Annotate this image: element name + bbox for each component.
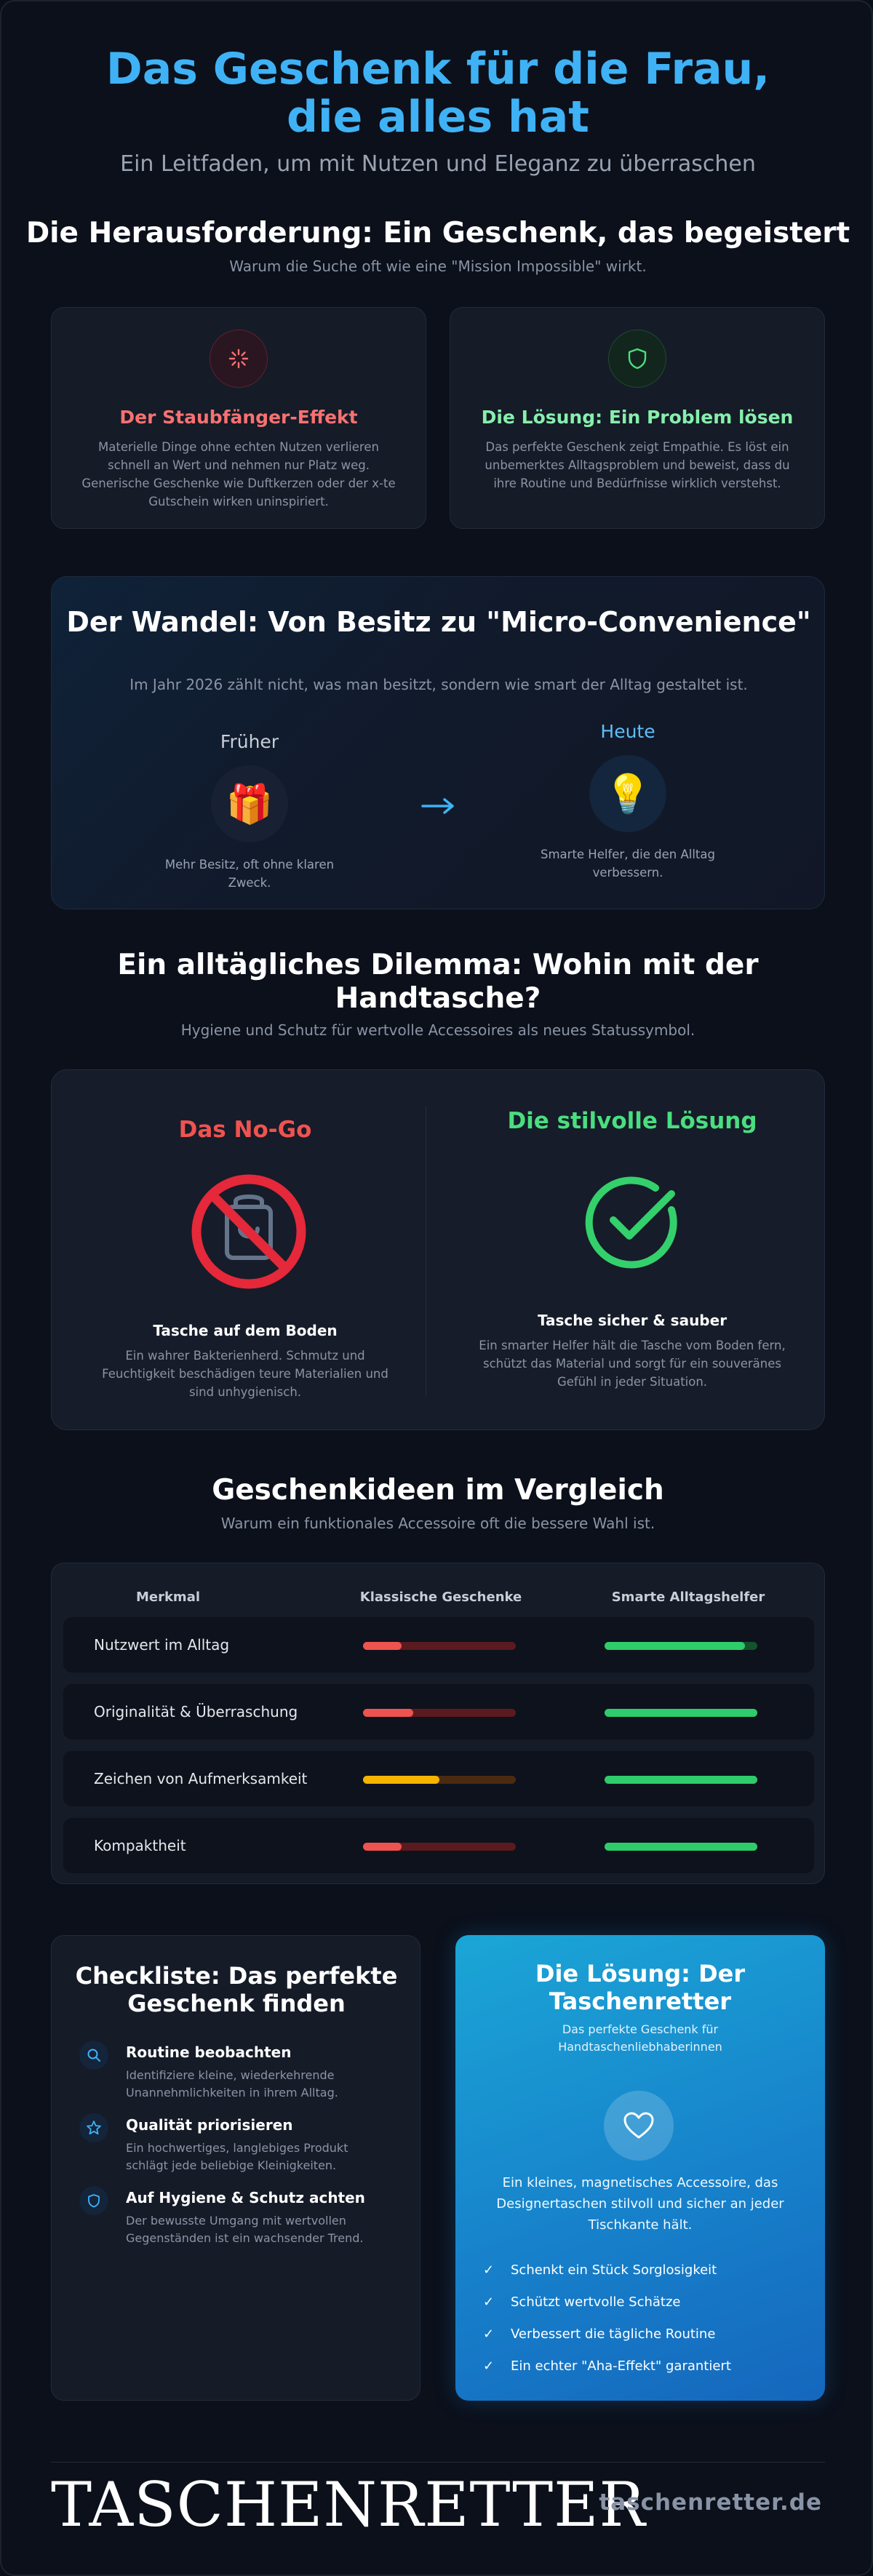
card-text: Materielle Dinge ohne echten Nutzen verl… bbox=[81, 440, 396, 509]
checklist-item-title: Qualität priorisieren bbox=[126, 2116, 293, 2134]
classic-bar-track bbox=[363, 1709, 516, 1717]
shift-subtitle: Im Jahr 2026 zählt nicht, was man besitz… bbox=[129, 676, 748, 693]
problem-solving-card: Die Lösung: Ein Problem lösen Das perfek… bbox=[450, 307, 825, 529]
row-label: Nutzwert im Alltag bbox=[94, 1636, 230, 1654]
era-label: Heute bbox=[600, 721, 655, 742]
smart-bar-track bbox=[605, 1843, 757, 1851]
row-label: Kompaktheit bbox=[94, 1837, 186, 1854]
arrow-right-icon bbox=[420, 795, 458, 817]
checklist-item-text: Ein hochwertiges, langlebiges Produkt sc… bbox=[126, 2141, 348, 2172]
challenge-subtitle: Warum die Suche oft wie eine "Mission Im… bbox=[229, 258, 647, 275]
solution-column: Die stilvolle Lösung Tasche sicher & sau… bbox=[439, 1070, 826, 1431]
comparison-title: Geschenkideen im Vergleich bbox=[212, 1474, 664, 1507]
shield-icon bbox=[79, 2186, 108, 2215]
table-row: Zeichen von Aufmerksamkeit bbox=[63, 1751, 814, 1806]
column-header: Klassische Geschenke bbox=[359, 1590, 522, 1605]
smart-bar-fill bbox=[605, 1776, 757, 1784]
smart-bar-fill bbox=[605, 1709, 757, 1717]
product-subtitle: Das perfekte Geschenk für Handtaschenlie… bbox=[558, 2022, 722, 2054]
era-now: Heute 💡 Smarte Helfer, die den Alltag ve… bbox=[526, 721, 730, 882]
smart-bar-fill bbox=[605, 1642, 746, 1650]
card-title: Der Staubfänger-Effekt bbox=[119, 407, 358, 428]
row-label: Originalität & Überraschung bbox=[94, 1703, 298, 1720]
era-label: Früher bbox=[220, 731, 279, 752]
nogo-column: Das No-Go Tasche auf dem Boden Ein wahre… bbox=[52, 1070, 439, 1431]
footer-divider bbox=[51, 2462, 825, 2463]
star-icon bbox=[79, 2113, 108, 2142]
table-row: Nutzwert im Alltag bbox=[63, 1617, 814, 1672]
era-before: Früher 🎁 Mehr Besitz, oft ohne klaren Zw… bbox=[148, 731, 351, 892]
product-text: Ein kleines, magnetisches Accessoire, da… bbox=[496, 2175, 784, 2233]
dilemma-subtitle: Hygiene und Schutz für wertvolle Accesso… bbox=[180, 1021, 695, 1039]
shift-title: Der Wandel: Von Besitz zu "Micro-Conveni… bbox=[66, 606, 811, 638]
card-text: Das perfekte Geschenk zeigt Empathie. Es… bbox=[485, 440, 790, 490]
benefit-item: ✓ Verbessert die tägliche Routine bbox=[483, 2326, 716, 2342]
checkmark-icon: ✓ bbox=[483, 2326, 495, 2342]
checklist-title: Checkliste: Das perfekte Geschenk finden bbox=[75, 1962, 398, 2017]
classic-bar-fill bbox=[363, 1642, 402, 1650]
dilemma-panel: Das No-Go Tasche auf dem Boden Ein wahre… bbox=[51, 1069, 825, 1430]
column-header: Smarte Alltagshelfer bbox=[611, 1590, 765, 1605]
checklist-panel: Checkliste: Das perfekte Geschenk finden… bbox=[51, 1935, 420, 2401]
classic-bar-fill bbox=[363, 1843, 402, 1851]
search-icon bbox=[79, 2041, 108, 2070]
smart-bar-track bbox=[605, 1709, 757, 1717]
checkmark-icon: ✓ bbox=[483, 2294, 495, 2310]
no-bag-icon bbox=[189, 1172, 308, 1291]
solution-heading: Die stilvolle Lösung bbox=[507, 1108, 757, 1134]
comparison-table: Merkmal Klassische Geschenke Smarte Allt… bbox=[51, 1563, 825, 1884]
smart-bar-track bbox=[605, 1776, 757, 1784]
comparison-subtitle: Warum ein funktionales Accessoire oft di… bbox=[220, 1515, 655, 1532]
hero: Das Geschenk für die Frau, die alles hat… bbox=[1, 44, 872, 177]
nogo-text: Ein wahrer Bakterienherd. Schmutz und Fe… bbox=[102, 1349, 388, 1399]
dust-collector-card: Der Staubfänger-Effekt Materielle Dinge … bbox=[51, 307, 426, 529]
nogo-title: Tasche auf dem Boden bbox=[153, 1322, 338, 1339]
benefit-item: ✓ Ein echter "Aha-Effekt" garantiert bbox=[483, 2358, 731, 2374]
checklist-item-text: Der bewusste Umgang mit wertvollen Gegen… bbox=[126, 2214, 364, 2245]
smart-bar-fill bbox=[605, 1843, 757, 1851]
smart-bar-track bbox=[605, 1642, 757, 1650]
benefit-item: ✓ Schützt wertvolle Schätze bbox=[483, 2294, 681, 2310]
classic-bar-fill bbox=[363, 1776, 439, 1784]
era-text: Mehr Besitz, oft ohne klaren Zweck. bbox=[164, 858, 335, 890]
table-row: Kompaktheit bbox=[63, 1818, 814, 1873]
dilemma-title: Ein alltägliches Dilemma: Wohin mit der … bbox=[117, 949, 759, 1015]
challenge-title: Die Herausforderung: Ein Geschenk, das b… bbox=[25, 217, 850, 250]
product-title: Die Lösung: Der Taschenretter bbox=[535, 1960, 746, 2015]
product-panel: Die Lösung: Der Taschenretter Das perfek… bbox=[455, 1935, 825, 2401]
checkmark-icon: ✓ bbox=[483, 2262, 495, 2278]
brand-logo: TASCHENRETTER bbox=[51, 2469, 646, 2540]
sparkle-icon bbox=[210, 330, 268, 388]
benefit-item: ✓ Schenkt ein Stück Sorglosigkeit bbox=[483, 2262, 717, 2278]
domain-link[interactable]: taschenretter.de bbox=[599, 2489, 822, 2516]
era-text: Smarte Helfer, die den Alltag verbessern… bbox=[541, 848, 715, 880]
lightbulb-icon: 💡 bbox=[589, 755, 666, 832]
row-label: Zeichen von Aufmerksamkeit bbox=[94, 1770, 308, 1787]
shield-icon bbox=[608, 330, 666, 388]
card-title: Die Lösung: Ein Problem lösen bbox=[481, 407, 794, 428]
column-header: Merkmal bbox=[135, 1590, 201, 1605]
table-row: Originalität & Überraschung bbox=[63, 1684, 814, 1739]
classic-bar-track bbox=[363, 1843, 516, 1851]
check-circle-icon bbox=[583, 1172, 682, 1271]
shift-panel: Der Wandel: Von Besitz zu "Micro-Conveni… bbox=[51, 576, 825, 909]
checklist-item-text: Identifiziere kleine, wiederkehrende Una… bbox=[126, 2068, 338, 2100]
solution-title: Tasche sicher & sauber bbox=[537, 1312, 728, 1329]
classic-bar-track bbox=[363, 1776, 516, 1784]
gift-icon: 🎁 bbox=[211, 765, 288, 842]
checkmark-icon: ✓ bbox=[483, 2358, 495, 2374]
page-subtitle: Ein Leitfaden, um mit Nutzen und Eleganz… bbox=[120, 151, 756, 177]
checklist-item-title: Routine beobachten bbox=[126, 2043, 292, 2061]
nogo-heading: Das No-Go bbox=[178, 1117, 312, 1143]
classic-bar-fill bbox=[363, 1709, 414, 1717]
classic-bar-track bbox=[363, 1642, 516, 1650]
heart-icon bbox=[604, 2091, 674, 2161]
solution-text: Ein smarter Helfer hält die Tasche vom B… bbox=[479, 1339, 786, 1389]
checklist-item-title: Auf Hygiene & Schutz achten bbox=[126, 2189, 365, 2206]
page-title: Das Geschenk für die Frau, die alles hat bbox=[105, 44, 770, 143]
